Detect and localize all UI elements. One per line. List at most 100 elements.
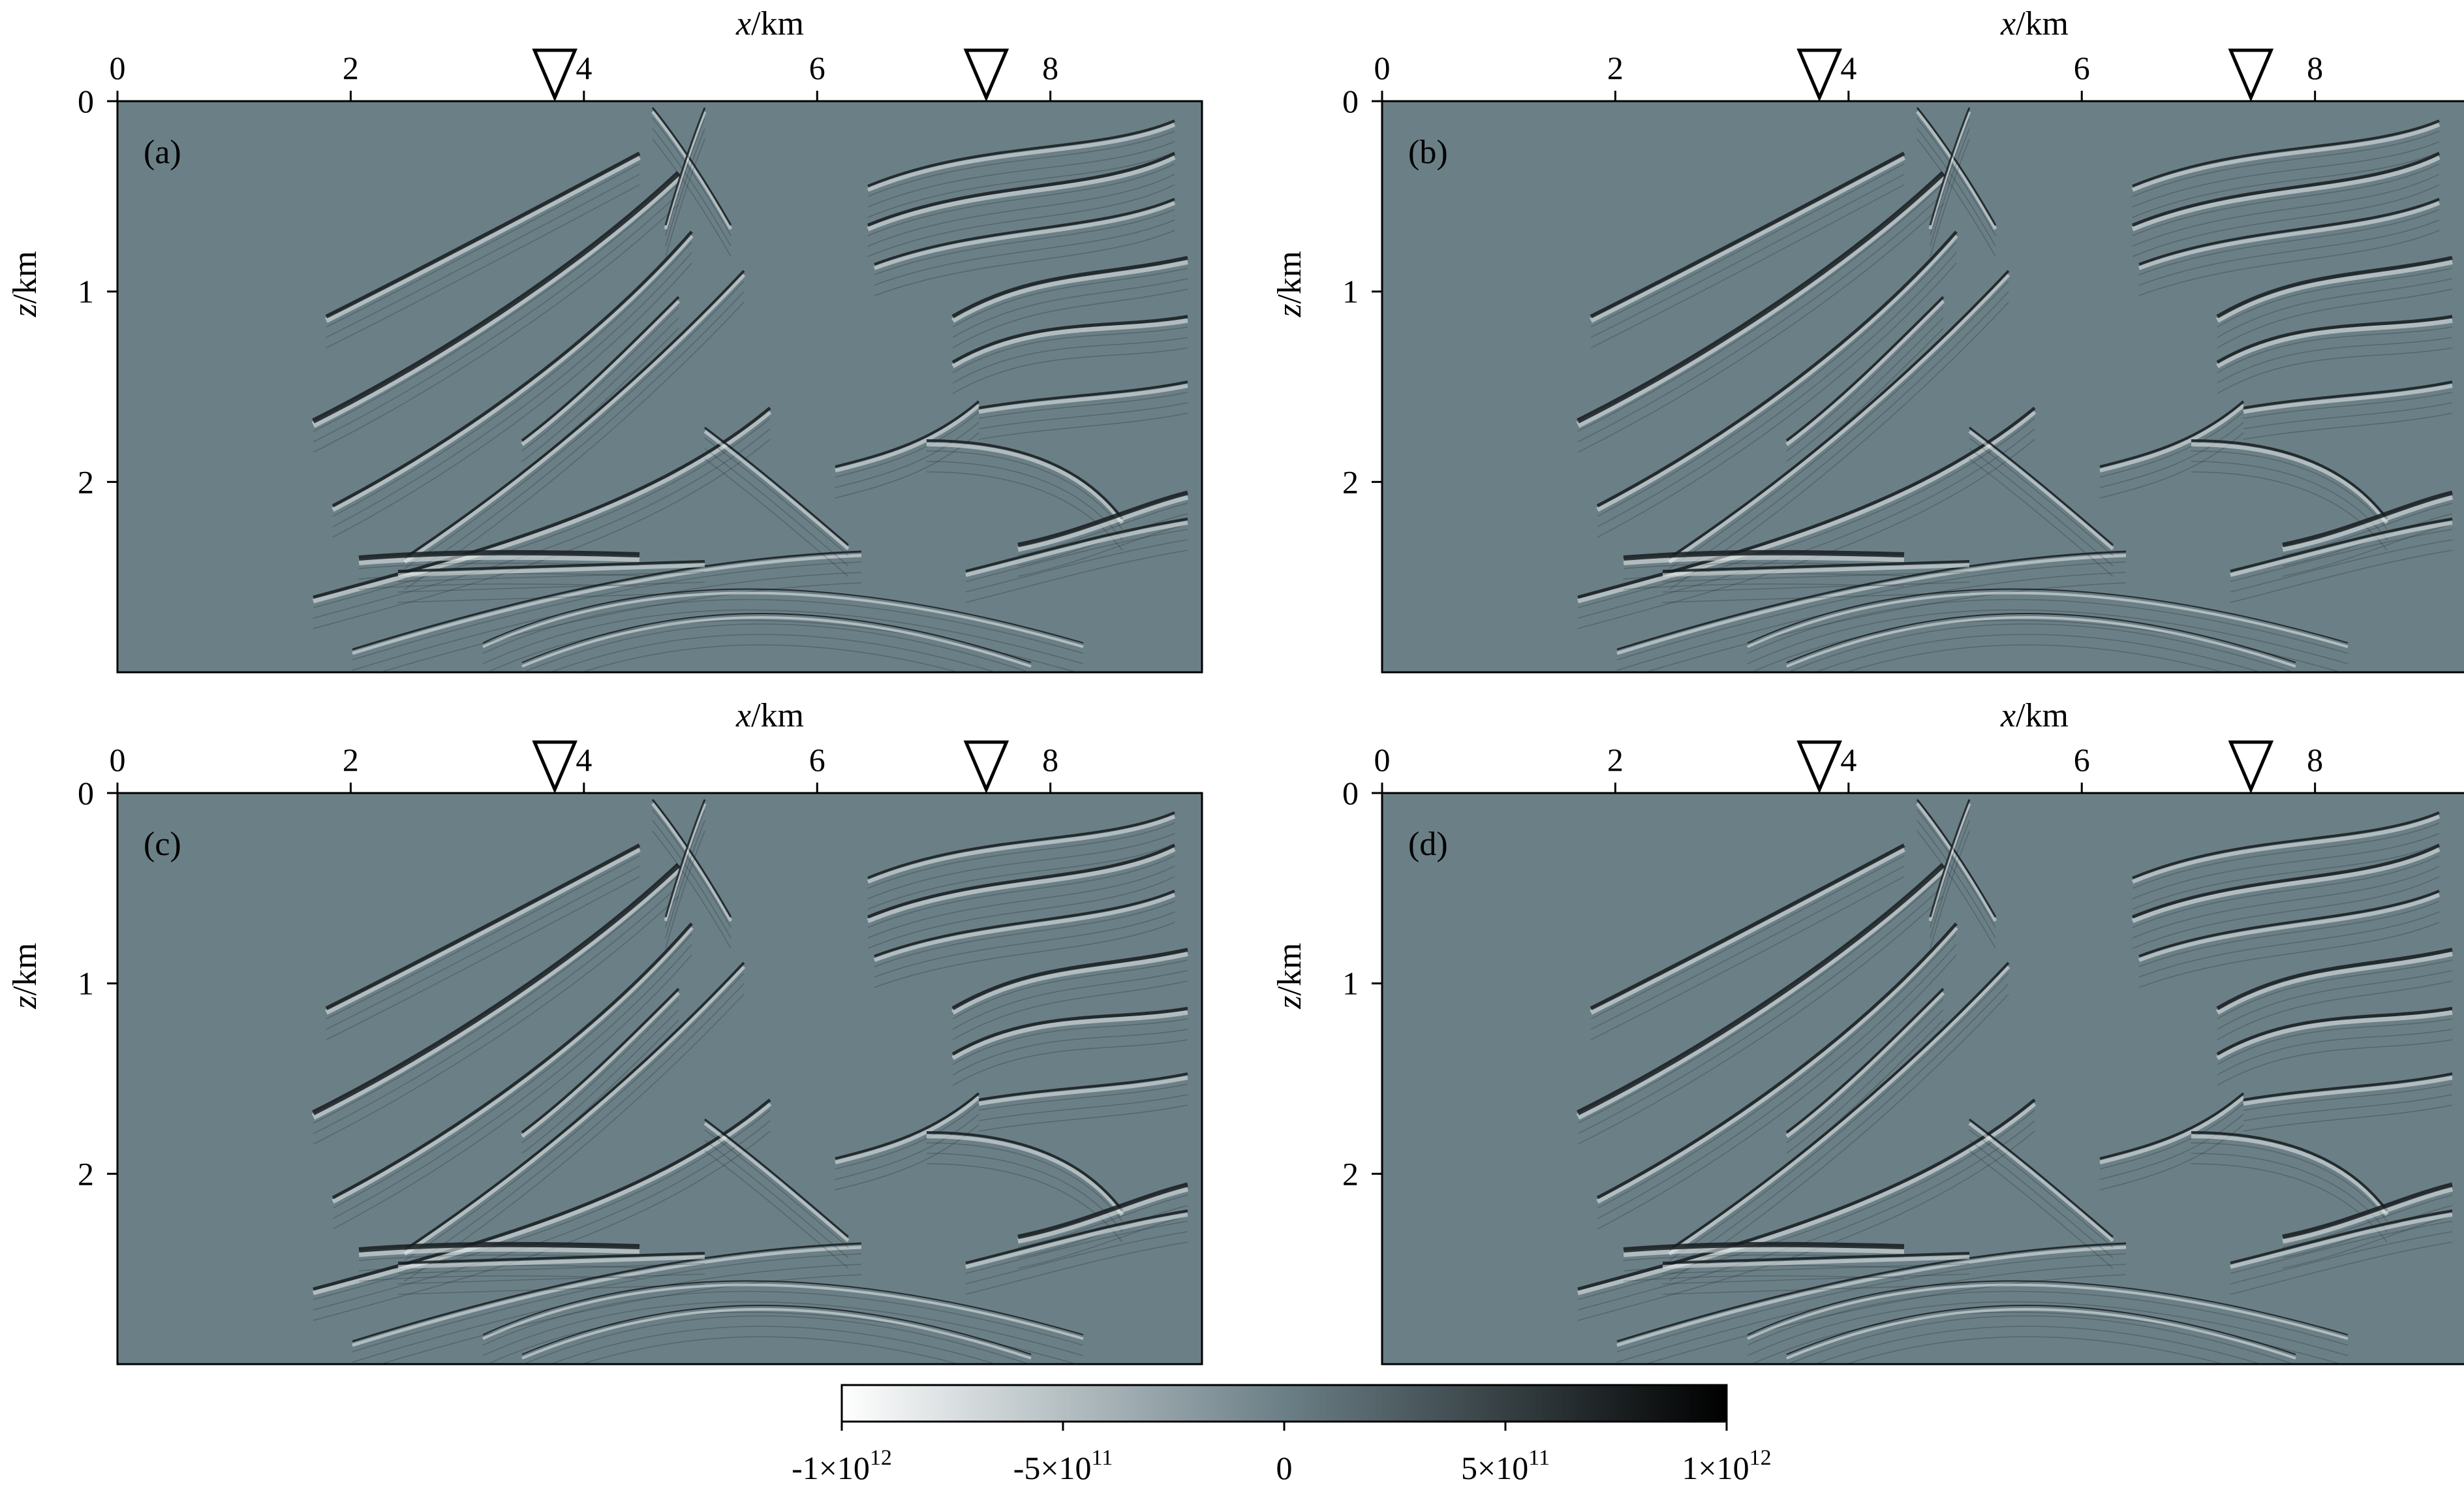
reflector — [2216, 315, 2453, 364]
reflector-ripple — [521, 307, 679, 452]
reflector-ripple — [1813, 1326, 2262, 1364]
reflector-ripple — [1590, 876, 1905, 1040]
reflector — [704, 426, 849, 546]
reflector — [2132, 811, 2440, 879]
reflector-ripple — [313, 428, 771, 619]
reflector — [521, 296, 680, 442]
reflector — [2191, 439, 2388, 520]
reflector-ripple — [874, 922, 1175, 988]
reflector-ripple — [1747, 1301, 2348, 1356]
reflector-ripple — [1750, 619, 2343, 672]
reflector-ripple — [397, 571, 705, 582]
reflector — [1017, 1182, 1188, 1239]
reflector-ripple — [2132, 833, 2440, 899]
reflector-ripple — [1623, 1275, 1905, 1282]
reflector-ripple — [549, 634, 998, 672]
reflector-highlight — [873, 893, 1176, 962]
reflector-highlight — [965, 521, 1188, 577]
reflector-ripple — [2138, 911, 2440, 978]
reflector-ripple — [1747, 609, 2348, 664]
reflector-ripple — [579, 644, 961, 672]
reflector-ripple — [2282, 1194, 2453, 1248]
x-axis-title: x/km — [2000, 5, 2069, 42]
x-tick-label: 6 — [2074, 741, 2090, 778]
reflector-ripple — [1590, 855, 1905, 1020]
panel-label: (d) — [1408, 826, 1448, 863]
reflector-highlight — [2131, 155, 2441, 232]
reflector — [926, 1131, 1124, 1212]
reflector-ripple — [2132, 174, 2440, 247]
reflector-ripple — [867, 855, 1175, 928]
reflector-ripple — [313, 418, 771, 608]
reflector-highlight — [352, 553, 862, 655]
reflector — [325, 151, 641, 319]
reflector-ripple — [704, 458, 849, 577]
reflector-ripple — [1577, 193, 1944, 443]
reflector-ripple — [1786, 317, 1944, 462]
reflector-ripple — [952, 288, 1188, 349]
reflector — [2191, 1131, 2388, 1212]
x-tick-label: 2 — [1607, 741, 1624, 778]
reflector — [704, 1118, 849, 1238]
colorbar: -1×1012 -5×1011 0 5×1011 1×1012 — [792, 1384, 1772, 1486]
reflector — [358, 550, 640, 561]
reflector-highlight — [1747, 1283, 2348, 1340]
reflector-ripple — [978, 1094, 1188, 1121]
reflector-ripple — [1577, 885, 1944, 1134]
reflector-ripple — [704, 448, 849, 567]
reflector — [1577, 171, 1945, 424]
reflector-highlight — [325, 155, 641, 323]
reflector-ripple — [332, 954, 692, 1230]
z-tick-label: 1 — [78, 273, 94, 310]
reflector-highlight — [867, 815, 1176, 884]
reflector-highlight — [951, 259, 1188, 323]
reflector-ripple — [313, 1120, 771, 1311]
reflector-ripple — [1017, 1215, 1188, 1269]
reflector-ripple — [2217, 268, 2453, 328]
x-tick-label: 8 — [1042, 741, 1058, 778]
reflector-ripple — [326, 163, 640, 328]
reflector-ripple — [952, 980, 1188, 1040]
reflector-ripple — [704, 1129, 849, 1248]
reflector-highlight — [1916, 802, 1997, 922]
reflector-ripple — [1577, 875, 1944, 1124]
reflector-ripple — [1813, 634, 2262, 672]
reflector-ripple — [1917, 128, 1996, 247]
reflector — [1590, 151, 1905, 319]
reflector — [2099, 1092, 2245, 1160]
reflector-ripple — [965, 550, 1188, 603]
reflector-ripple — [926, 1142, 1123, 1222]
reflector — [2138, 198, 2440, 266]
reflector — [926, 439, 1124, 520]
reflector-ripple — [1616, 561, 2127, 661]
inverted-triangle-marker — [1796, 740, 1842, 794]
reflector-ripple — [1577, 896, 1944, 1145]
reflector-ripple — [1597, 242, 1957, 517]
reflector-ripple — [332, 252, 692, 527]
reflector — [867, 151, 1176, 227]
reflector-highlight — [2138, 893, 2441, 962]
reflector-ripple — [313, 896, 679, 1145]
z-tick-label: 0 — [78, 775, 94, 811]
reflector-ripple — [1930, 117, 1970, 236]
reflector-ripple — [2243, 392, 2453, 419]
reflector-ripple — [978, 1104, 1188, 1132]
reflector-ripple — [867, 163, 1175, 236]
reflector — [965, 518, 1188, 572]
x-tick-label: 2 — [343, 50, 359, 86]
reflector-highlight — [1968, 1122, 2114, 1242]
reflector — [325, 843, 641, 1010]
reflector-ripple — [482, 1290, 1084, 1346]
reflector-ripple — [1597, 933, 1957, 1209]
reflector-ripple — [952, 1039, 1188, 1086]
reflector — [2138, 890, 2440, 958]
reflector — [664, 799, 706, 918]
reflector-highlight — [2282, 493, 2454, 552]
reflector-ripple — [2243, 1104, 2453, 1132]
reflector-ripple — [1662, 1273, 1970, 1285]
reflector-ripple — [482, 609, 1084, 664]
reflector-ripple — [952, 1029, 1188, 1076]
reflector-highlight — [352, 1245, 862, 1347]
reflector-highlight — [1017, 1185, 1189, 1244]
reflector-ripple — [1590, 865, 1905, 1030]
